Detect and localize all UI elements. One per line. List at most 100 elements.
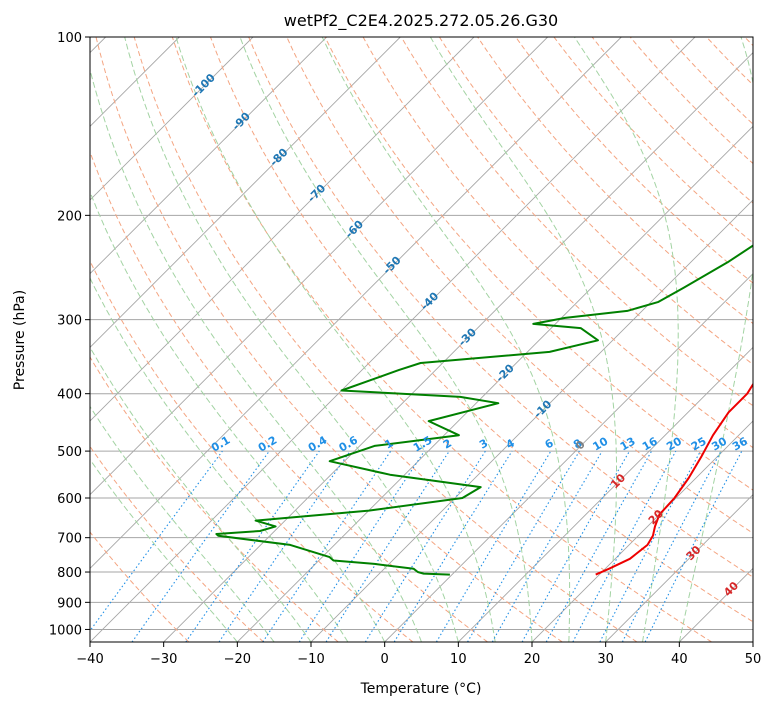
dry-adiabat-line xyxy=(400,37,753,407)
dry-adiabat-line xyxy=(90,445,264,642)
moist-adiabat-line xyxy=(573,37,679,642)
moist-adiabat-line xyxy=(90,276,349,642)
dry-adiabat-line xyxy=(90,150,488,642)
dry-adiabat-line xyxy=(668,37,753,125)
mixing-ratio-label: 6 xyxy=(543,436,556,451)
x-tick-label: 40 xyxy=(671,652,688,667)
y-tick-label: 800 xyxy=(57,566,82,581)
x-axis: −40 −30 −20 −10 0 10 20 30 40 50 xyxy=(76,642,761,667)
isotherm-label: -50 xyxy=(380,253,403,276)
y-tick-label: 400 xyxy=(57,388,82,403)
moist-adiabat-line xyxy=(175,37,496,642)
dry-adiabat-line xyxy=(591,37,753,204)
y-axis: 100 200 300 400 500 600 700 800 900 1000 xyxy=(49,31,90,638)
moist-adiabat-line xyxy=(239,37,533,642)
dry-adiabat-line xyxy=(210,37,753,623)
x-axis-label: Temperature (°C) xyxy=(360,681,482,697)
dry-adiabat-line xyxy=(95,37,563,642)
dewpoint-line xyxy=(215,244,753,576)
mixing-ratio-line xyxy=(185,450,320,642)
mixing-ratio-line xyxy=(218,450,351,642)
y-tick-label: 500 xyxy=(57,445,82,460)
y-tick-label: 1000 xyxy=(49,623,82,638)
moist-adiabat-line xyxy=(124,37,459,642)
dry-adiabat-line xyxy=(90,531,190,642)
x-tick-label: −20 xyxy=(224,652,251,667)
isotherm-label: -80 xyxy=(267,146,290,169)
mixing-ratio-line xyxy=(644,450,743,642)
mixing-ratio-line xyxy=(298,450,425,642)
isotherm-label: -70 xyxy=(305,182,328,205)
x-tick-label: −30 xyxy=(150,652,177,667)
moist-adiabat-line xyxy=(321,37,571,642)
moist-adiabat-line xyxy=(90,458,238,642)
isotherm-line xyxy=(90,37,401,348)
mixing-ratio-line xyxy=(393,450,513,642)
y-tick-label: 300 xyxy=(57,314,82,329)
mixing-ratio-line xyxy=(545,450,653,642)
dry-adiabat-line xyxy=(171,37,712,642)
isotherm-label: -100 xyxy=(189,71,218,100)
y-tick-label: 700 xyxy=(57,532,82,547)
isotherm-line xyxy=(90,37,475,422)
moist-adiabat-line xyxy=(90,405,275,642)
moist-adiabat-line xyxy=(90,67,422,642)
y-tick-label: 200 xyxy=(57,209,82,224)
y-tick-label: 100 xyxy=(57,31,82,46)
x-tick-label: 20 xyxy=(524,652,541,667)
mixing-ratio-line xyxy=(435,450,552,642)
mixing-ratio-label: 2 xyxy=(441,437,454,452)
y-axis-label: Pressure (hPa) xyxy=(12,290,28,390)
moist-adiabat-line xyxy=(678,37,753,642)
isotherm-line xyxy=(310,199,753,642)
isotherm-line xyxy=(752,641,753,642)
data-series xyxy=(215,244,753,576)
isotherm-line xyxy=(90,37,254,201)
temperature-line xyxy=(595,381,753,576)
moist-adiabat-line xyxy=(90,190,386,642)
isotherm-label: 40 xyxy=(721,579,741,599)
mixing-ratio-line xyxy=(131,450,270,642)
dry-adiabat-line xyxy=(90,259,414,642)
dry-adiabat-line xyxy=(744,37,753,47)
dry-adiabat-line xyxy=(706,37,753,86)
x-tick-label: −10 xyxy=(297,652,324,667)
dry-adiabat-line xyxy=(133,37,638,642)
isotherm-label: 10 xyxy=(608,471,628,491)
isotherm-line xyxy=(90,37,696,642)
chart-title: wetPf2_C2E4.2025.272.05.26.G30 xyxy=(284,11,558,31)
background-lines xyxy=(90,37,753,642)
isotherm-line xyxy=(90,37,548,496)
x-tick-label: 0 xyxy=(381,652,389,667)
isotherm-line xyxy=(605,494,753,642)
mixing-ratio-label: 4 xyxy=(504,436,517,451)
mixing-ratio-line xyxy=(262,450,392,642)
moist-adiabat-line xyxy=(90,346,312,642)
isotherm-line xyxy=(458,346,753,642)
isotherm-line xyxy=(531,420,753,642)
isotherm-line xyxy=(90,37,327,275)
x-tick-label: 50 xyxy=(745,652,762,667)
mixing-ratio-line xyxy=(90,450,223,632)
isotherm-label: -40 xyxy=(418,289,441,312)
mixing-ratio-line xyxy=(467,450,580,642)
isotherm-label: 30 xyxy=(684,543,704,563)
mixing-ratio-label: 3 xyxy=(477,437,490,452)
mixing-ratio-line xyxy=(572,450,677,642)
isotherm-line xyxy=(90,37,622,569)
x-tick-label: −40 xyxy=(76,652,103,667)
moist-adiabat-line xyxy=(429,37,617,642)
isotherm-label: -10 xyxy=(531,397,554,420)
dry-adiabat-line xyxy=(248,37,753,578)
x-tick-label: 30 xyxy=(597,652,614,667)
y-tick-label: 600 xyxy=(57,492,82,507)
dry-adiabat-line xyxy=(324,37,753,491)
dry-adiabat-line xyxy=(438,37,753,366)
isotherm-label: -90 xyxy=(230,110,253,133)
y-tick-label: 900 xyxy=(57,596,82,611)
isotherm-line xyxy=(384,273,753,642)
plot-frame xyxy=(89,36,754,643)
dry-adiabat-line xyxy=(515,37,753,284)
mixing-ratio-line xyxy=(521,450,630,642)
